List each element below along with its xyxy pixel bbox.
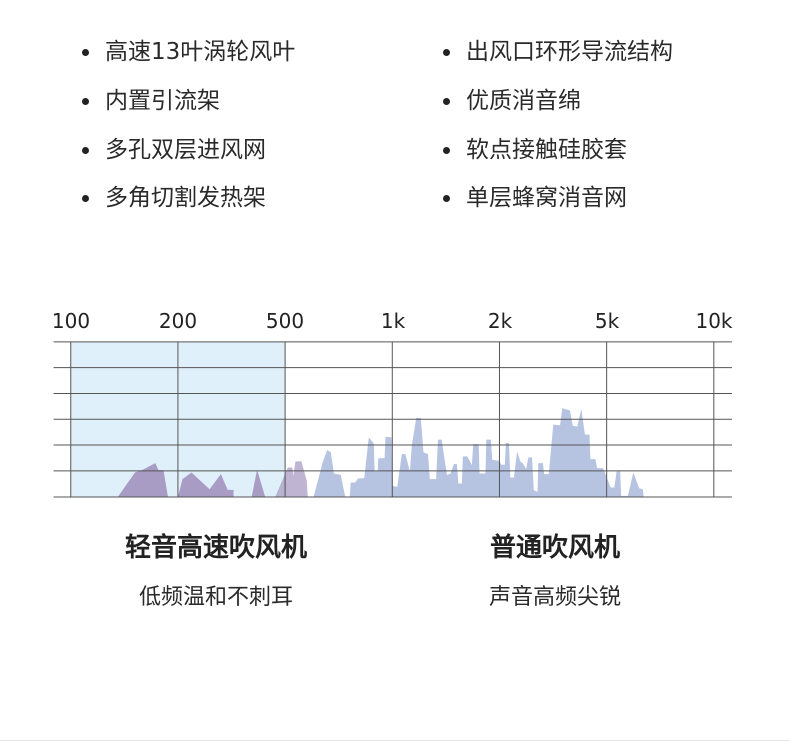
tick-label: 5k: [594, 309, 620, 333]
bullet-icon: [443, 147, 450, 154]
feature-label: 优质消音绵: [466, 88, 581, 114]
feature-item: 多角切割发热架: [82, 183, 266, 213]
feature-item: 优质消音绵: [443, 86, 581, 116]
tick-label: 1k: [380, 309, 406, 333]
feature-item: 内置引流架: [82, 86, 220, 116]
normal-dryer-subtitle: 声音高频尖锐: [488, 585, 622, 610]
feature-item: 多孔双层进风网: [82, 135, 266, 165]
normal-dryer-title: 普通吹风机: [489, 533, 621, 563]
divider: [0, 740, 790, 741]
bullet-icon: [443, 195, 450, 202]
tick-label: 200: [158, 309, 198, 333]
feature-item: 高速13叶涡轮风叶: [82, 37, 296, 67]
spectrum-diagram: [40, 300, 750, 510]
feature-label: 内置引流架: [105, 88, 220, 114]
grid-lines: [54, 342, 732, 497]
feature-item: 单层蜂窝消音网: [443, 183, 627, 213]
bullet-icon: [82, 147, 89, 154]
feature-label: 多角切割发热架: [105, 185, 266, 211]
tick-label: 2k: [487, 309, 513, 333]
tick-label: 500: [265, 309, 305, 333]
feature-label: 软点接触硅胶套: [466, 137, 627, 163]
feature-label: 高速13叶涡轮风叶: [105, 39, 296, 65]
quiet-dryer-subtitle: 低频温和不刺耳: [138, 585, 294, 610]
quiet-dryer-title: 轻音高速吹风机: [124, 533, 308, 563]
quiet-spectrum: [117, 461, 308, 497]
normal-spectrum: [313, 408, 644, 497]
tick-label: 10k: [695, 309, 733, 333]
bullet-icon: [82, 195, 89, 202]
feature-label: 多孔双层进风网: [105, 137, 266, 163]
bullet-icon: [443, 98, 450, 105]
feature-label: 单层蜂窝消音网: [466, 185, 627, 211]
bullet-icon: [82, 49, 89, 56]
feature-item: 出风口环形导流结构: [443, 37, 673, 67]
bullet-icon: [82, 98, 89, 105]
tick-label: 100: [51, 309, 91, 333]
feature-label: 出风口环形导流结构: [466, 39, 673, 65]
feature-item: 软点接触硅胶套: [443, 135, 627, 165]
bullet-icon: [443, 49, 450, 56]
